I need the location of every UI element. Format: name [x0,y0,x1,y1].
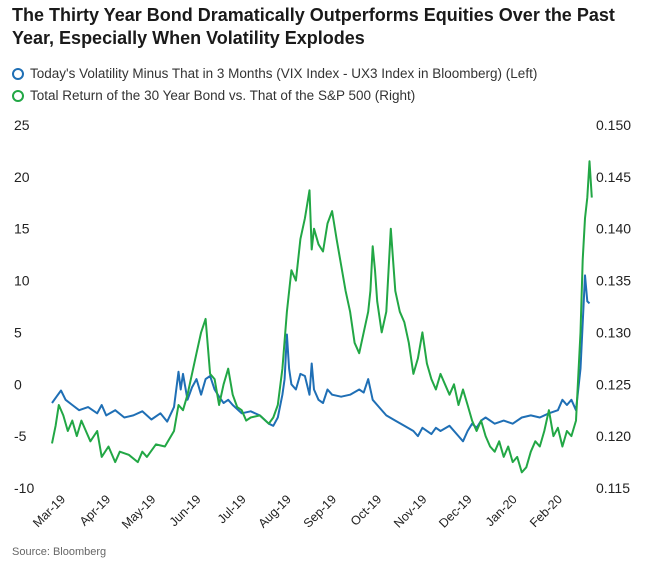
x-tick-label: Jun-19 [167,492,204,529]
y-left-tick-label: 15 [14,221,30,237]
legend-marker-bond-return [12,90,24,102]
source-note: Source: Bloomberg [12,546,107,558]
chart-title: The Thirty Year Bond Dramatically Outper… [12,5,615,48]
series-line-bond-return [51,160,593,474]
legend-item-bond-return: Total Return of the 30 Year Bond vs. Tha… [12,85,537,107]
y-left-tick-label: 10 [14,273,30,289]
legend-item-volatility: Today's Volatility Minus That in 3 Month… [12,63,537,85]
legend-label-volatility: Today's Volatility Minus That in 3 Month… [30,66,538,81]
x-tick-label: Oct-19 [348,492,384,528]
y-right-tick-label: 0.130 [596,324,631,340]
x-tick-label: May-19 [119,492,158,531]
y-right-tick-label: 0.135 [596,273,631,289]
legend: Today's Volatility Minus That in 3 Month… [12,63,537,107]
y-right-tick-label: 0.140 [596,221,631,237]
x-tick-label: Mar-19 [30,492,68,530]
y-right-tick-label: 0.120 [596,428,631,444]
y-left-tick-label: 5 [14,324,22,340]
x-tick-label: Sep-19 [301,492,339,530]
y-left-tick-label: -10 [14,480,34,496]
y-left-tick-label: 0 [14,376,22,392]
x-tick-label: Jan-20 [483,492,520,529]
y-left-tick-label: -5 [14,428,27,444]
x-tick-label: Apr-19 [77,492,113,528]
y-left-tick-label: 20 [14,169,30,185]
y-right-tick-label: 0.125 [596,376,631,392]
y-left-tick-label: 25 [14,117,30,133]
y-right-tick-label: 0.150 [596,117,631,133]
x-tick-label: Nov-19 [391,492,429,530]
x-tick-label: Dec-19 [436,492,474,530]
series-line-volatility [51,274,591,443]
legend-marker-volatility [12,68,24,80]
y-right-tick-label: 0.145 [596,169,631,185]
y-right-tick-label: 0.115 [596,480,630,496]
legend-label-bond-return: Total Return of the 30 Year Bond vs. Tha… [30,88,416,103]
x-tick-label: Feb-20 [527,492,565,530]
x-tick-label: Jul-19 [215,492,249,526]
x-tick-label: Aug-19 [256,492,294,530]
